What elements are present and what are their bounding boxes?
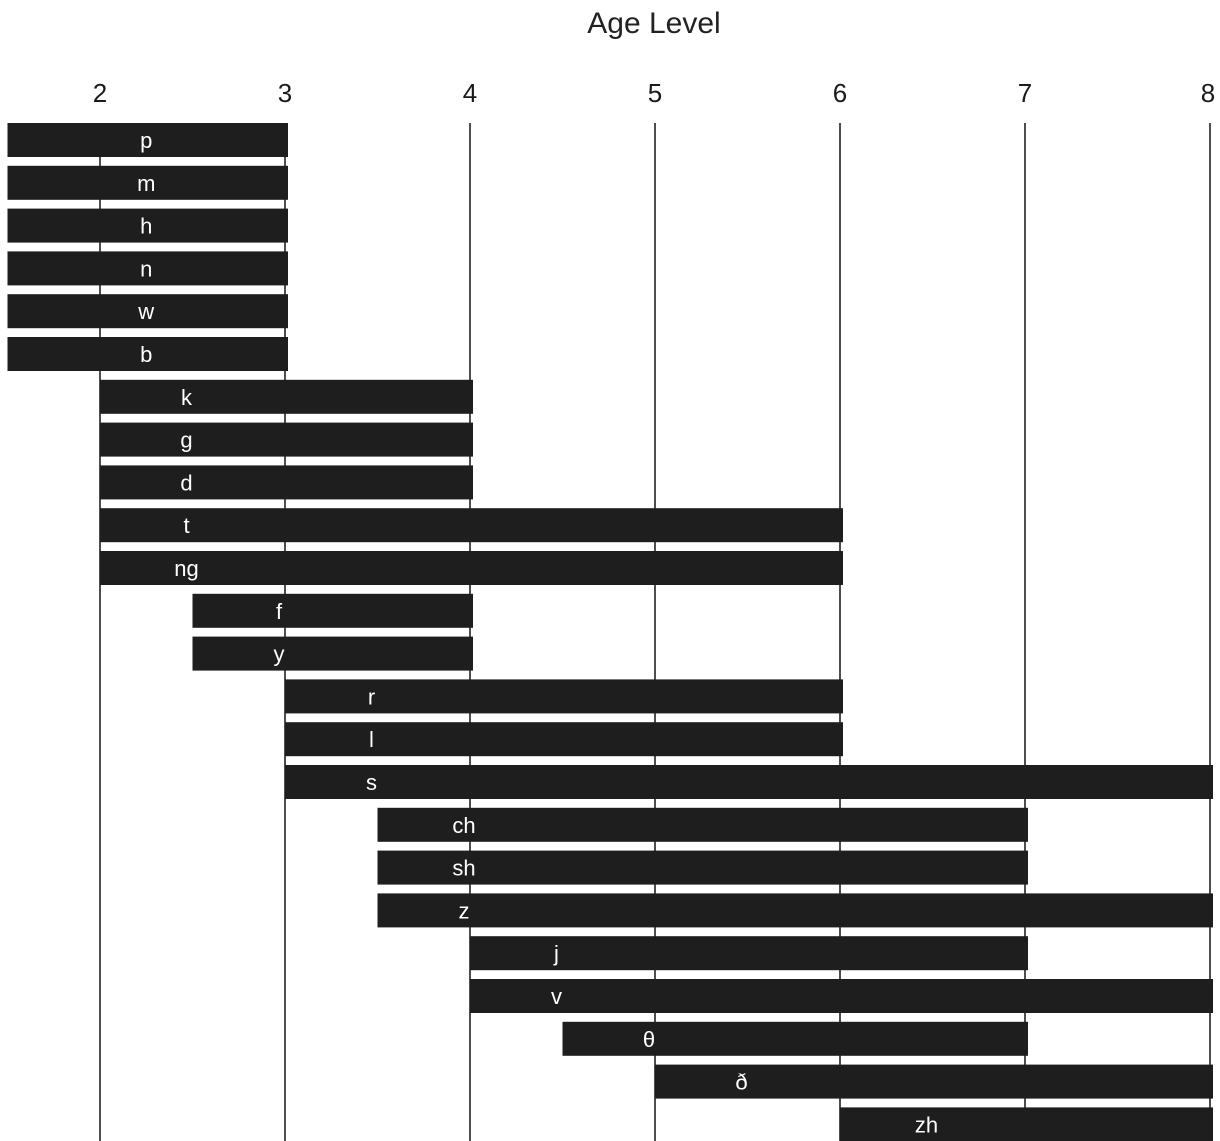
bar-rect — [655, 1064, 1213, 1099]
bar-label-w: w — [137, 299, 154, 324]
bar-rect — [285, 765, 1213, 799]
x-tick-label: 7 — [1018, 78, 1032, 108]
bar-d: d — [100, 465, 473, 500]
bar-rect — [192, 636, 473, 671]
bar-label-ð: ð — [735, 1070, 747, 1095]
bar-rect — [7, 251, 288, 286]
bar-label-g: g — [180, 428, 192, 453]
bar-ng: ng — [100, 551, 843, 585]
bar-rect — [377, 850, 1028, 885]
bar-p: p — [7, 123, 288, 157]
x-axis-ticks: 2 3 4 5 6 7 8 — [93, 78, 1215, 108]
chart-title: Age Level — [587, 7, 720, 40]
bar-rect — [100, 508, 843, 543]
bar-label-d: d — [180, 470, 192, 495]
bar-ð: ð — [655, 1064, 1213, 1099]
bar-label-l: l — [369, 727, 374, 752]
bar-rect — [470, 936, 1028, 971]
bar-label-j: j — [553, 941, 559, 966]
x-tick-label: 8 — [1201, 78, 1215, 108]
bar-rect — [377, 893, 1213, 928]
bar-n: n — [7, 251, 288, 286]
bar-label-θ: θ — [643, 1027, 655, 1052]
bar-zh: zh — [840, 1107, 1213, 1141]
bar-label-t: t — [183, 513, 189, 538]
bar-rect — [7, 294, 288, 329]
bar-l: l — [285, 722, 843, 757]
bar-label-m: m — [137, 171, 155, 196]
bar-label-f: f — [276, 599, 283, 624]
bar-b: b — [7, 337, 288, 371]
bar-rect — [100, 551, 843, 585]
bar-rect — [470, 979, 1213, 1013]
bar-rect — [285, 679, 843, 714]
x-tick-label: 5 — [648, 78, 662, 108]
bar-rect — [192, 593, 473, 628]
bar-label-n: n — [140, 256, 152, 281]
bar-label-k: k — [181, 385, 193, 410]
bar-label-ch: ch — [452, 813, 475, 838]
bar-label-ng: ng — [174, 556, 198, 581]
bar-ch: ch — [377, 807, 1028, 842]
bar-rect — [7, 337, 288, 371]
bar-label-y: y — [274, 642, 285, 667]
bar-label-v: v — [551, 984, 562, 1009]
bar-rect — [562, 1021, 1028, 1056]
bar-rect — [7, 165, 288, 200]
bar-label-sh: sh — [452, 856, 475, 881]
bar-w: w — [7, 294, 288, 329]
bar-label-p: p — [140, 128, 152, 153]
bar-label-r: r — [368, 684, 375, 709]
x-tick-label: 3 — [278, 78, 292, 108]
bar-label-zh: zh — [915, 1112, 938, 1137]
bar-j: j — [470, 936, 1028, 971]
bar-v: v — [470, 979, 1213, 1013]
bar-m: m — [7, 165, 288, 200]
bar-z: z — [377, 893, 1213, 928]
x-tick-label: 2 — [93, 78, 107, 108]
grid-lines — [99, 123, 1211, 1141]
bar-rect — [100, 465, 473, 500]
bar-label-h: h — [140, 214, 152, 239]
bar-h: h — [7, 208, 288, 243]
bar-label-b: b — [140, 342, 152, 367]
bar-label-s: s — [366, 770, 377, 795]
bar-s: s — [285, 765, 1213, 799]
bar-r: r — [285, 679, 843, 714]
bar-label-z: z — [459, 898, 470, 923]
bar-rect — [840, 1107, 1213, 1141]
bar-rect — [377, 807, 1028, 842]
bar-rect — [285, 722, 843, 757]
x-tick-label: 4 — [463, 78, 477, 108]
bar-θ: θ — [562, 1021, 1028, 1056]
x-tick-label: 6 — [833, 78, 847, 108]
bar-rect — [7, 208, 288, 243]
bar-y: y — [192, 636, 473, 671]
bar-f: f — [192, 593, 473, 628]
bar-g: g — [100, 422, 473, 457]
bar-k: k — [100, 379, 473, 414]
bar-rect — [7, 123, 288, 157]
bar-rect — [100, 379, 473, 414]
bar-rect — [100, 422, 473, 457]
bar-t: t — [100, 508, 843, 543]
bar-sh: sh — [377, 850, 1028, 885]
